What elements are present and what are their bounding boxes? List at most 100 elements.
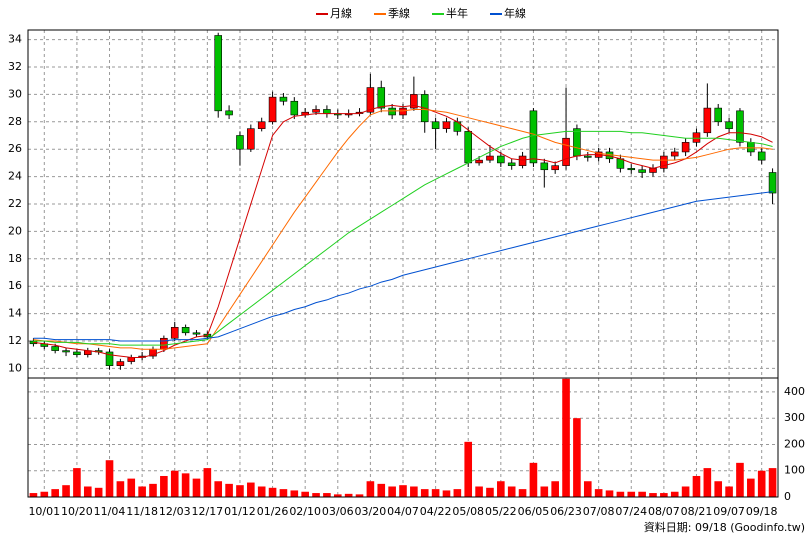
y-tick-label: 14 (8, 307, 22, 320)
x-tick-label: 05/08 (452, 505, 484, 518)
y-tick-label: 18 (8, 252, 22, 265)
ma-line (33, 130, 773, 346)
candle-body (214, 35, 222, 112)
candle-body (660, 155, 668, 169)
volume-bar (116, 481, 125, 497)
candle-body (431, 121, 440, 129)
volume-bar (203, 468, 212, 497)
candle-body (116, 361, 125, 366)
candle-body (192, 332, 201, 335)
ma-line (33, 191, 773, 342)
volume-bar (247, 482, 255, 497)
candle-body (573, 128, 581, 157)
legend-label: 季線 (388, 6, 410, 20)
volume-bar (312, 493, 320, 497)
x-tick-label: 12/03 (159, 505, 191, 518)
candle-body (529, 110, 538, 164)
volume-bar (562, 378, 570, 497)
x-tick-label: 08/07 (648, 505, 680, 518)
volume-bar (301, 491, 309, 497)
y-tick-label: 24 (8, 170, 22, 183)
y2-tick-label: 200 (784, 437, 805, 450)
volume-bar (170, 470, 179, 497)
y-tick-label: 28 (8, 115, 22, 128)
volume-bar (518, 489, 527, 497)
volume-bar (442, 490, 451, 497)
candle-body (649, 168, 657, 173)
volume-bar (377, 483, 386, 497)
candle-body (518, 155, 527, 166)
legend-label: 半年 (446, 6, 468, 20)
candle-body (399, 107, 407, 116)
candle-body (377, 87, 386, 109)
ma-line (33, 108, 773, 350)
volume-bar (703, 468, 712, 497)
y2-tick-label: 100 (784, 464, 805, 477)
candle-body (170, 327, 179, 339)
candle-body (681, 142, 690, 153)
x-tick-label: 04/22 (420, 505, 452, 518)
volume-bar (40, 491, 49, 497)
volume-bar (62, 485, 70, 497)
volume-bar (29, 493, 38, 497)
volume-bar (420, 489, 429, 497)
candle-body (62, 350, 70, 353)
volume-bar (573, 418, 581, 497)
candle-body (160, 337, 168, 350)
x-tick-label: 12/17 (191, 505, 223, 518)
x-tick-label: 02/10 (289, 505, 321, 518)
candle-body (181, 327, 190, 334)
volume-bar (529, 462, 538, 497)
volume-bar (768, 468, 777, 497)
candle-body (388, 107, 396, 116)
y-tick-label: 10 (8, 361, 22, 374)
volume-bar (757, 470, 766, 497)
x-tick-label: 07/24 (615, 505, 647, 518)
x-tick-label: 04/07 (387, 505, 419, 518)
candle-body (562, 137, 570, 166)
volume-bar (105, 460, 114, 497)
x-tick-label: 01/12 (224, 505, 256, 518)
volume-bar (225, 483, 233, 497)
volume-bar (399, 485, 407, 497)
volume-bar (616, 491, 625, 497)
y-tick-label: 26 (8, 142, 22, 155)
candle-body (736, 110, 744, 143)
volume-bar (160, 475, 168, 497)
y-tick-label: 16 (8, 279, 22, 292)
volume-bar (268, 487, 277, 497)
y-tick-label: 30 (8, 87, 22, 100)
y-tick-label: 32 (8, 60, 22, 73)
volume-bar (714, 481, 723, 497)
candle-body (703, 107, 712, 134)
candle-body (257, 121, 266, 129)
candle-body (323, 109, 331, 114)
volume-bar (257, 486, 266, 497)
legend-label: 月線 (330, 6, 352, 20)
volume-bar (410, 486, 418, 497)
x-tick-label: 10/01 (28, 505, 60, 518)
volume-bar (464, 441, 473, 497)
volume-bar (83, 486, 92, 497)
volume-bar (660, 493, 668, 497)
volume-bar (594, 489, 603, 497)
volume-bar (51, 489, 59, 497)
x-tick-label: 08/21 (681, 505, 713, 518)
x-tick-label: 11/18 (126, 505, 158, 518)
candle-body (540, 162, 549, 171)
candle-body (627, 168, 636, 171)
candle-body (105, 351, 114, 366)
candle-body (51, 346, 59, 351)
candle-body (366, 87, 375, 113)
candle-body (236, 135, 244, 150)
volume-bar (181, 473, 190, 497)
volume-bar (692, 475, 701, 497)
volume-bar (388, 486, 396, 497)
volume-bar (583, 481, 592, 497)
candle-body (638, 169, 646, 173)
y2-tick-label: 400 (784, 385, 805, 398)
volume-bar (344, 493, 353, 497)
volume-bar (149, 483, 157, 497)
volume-bar (747, 478, 755, 497)
